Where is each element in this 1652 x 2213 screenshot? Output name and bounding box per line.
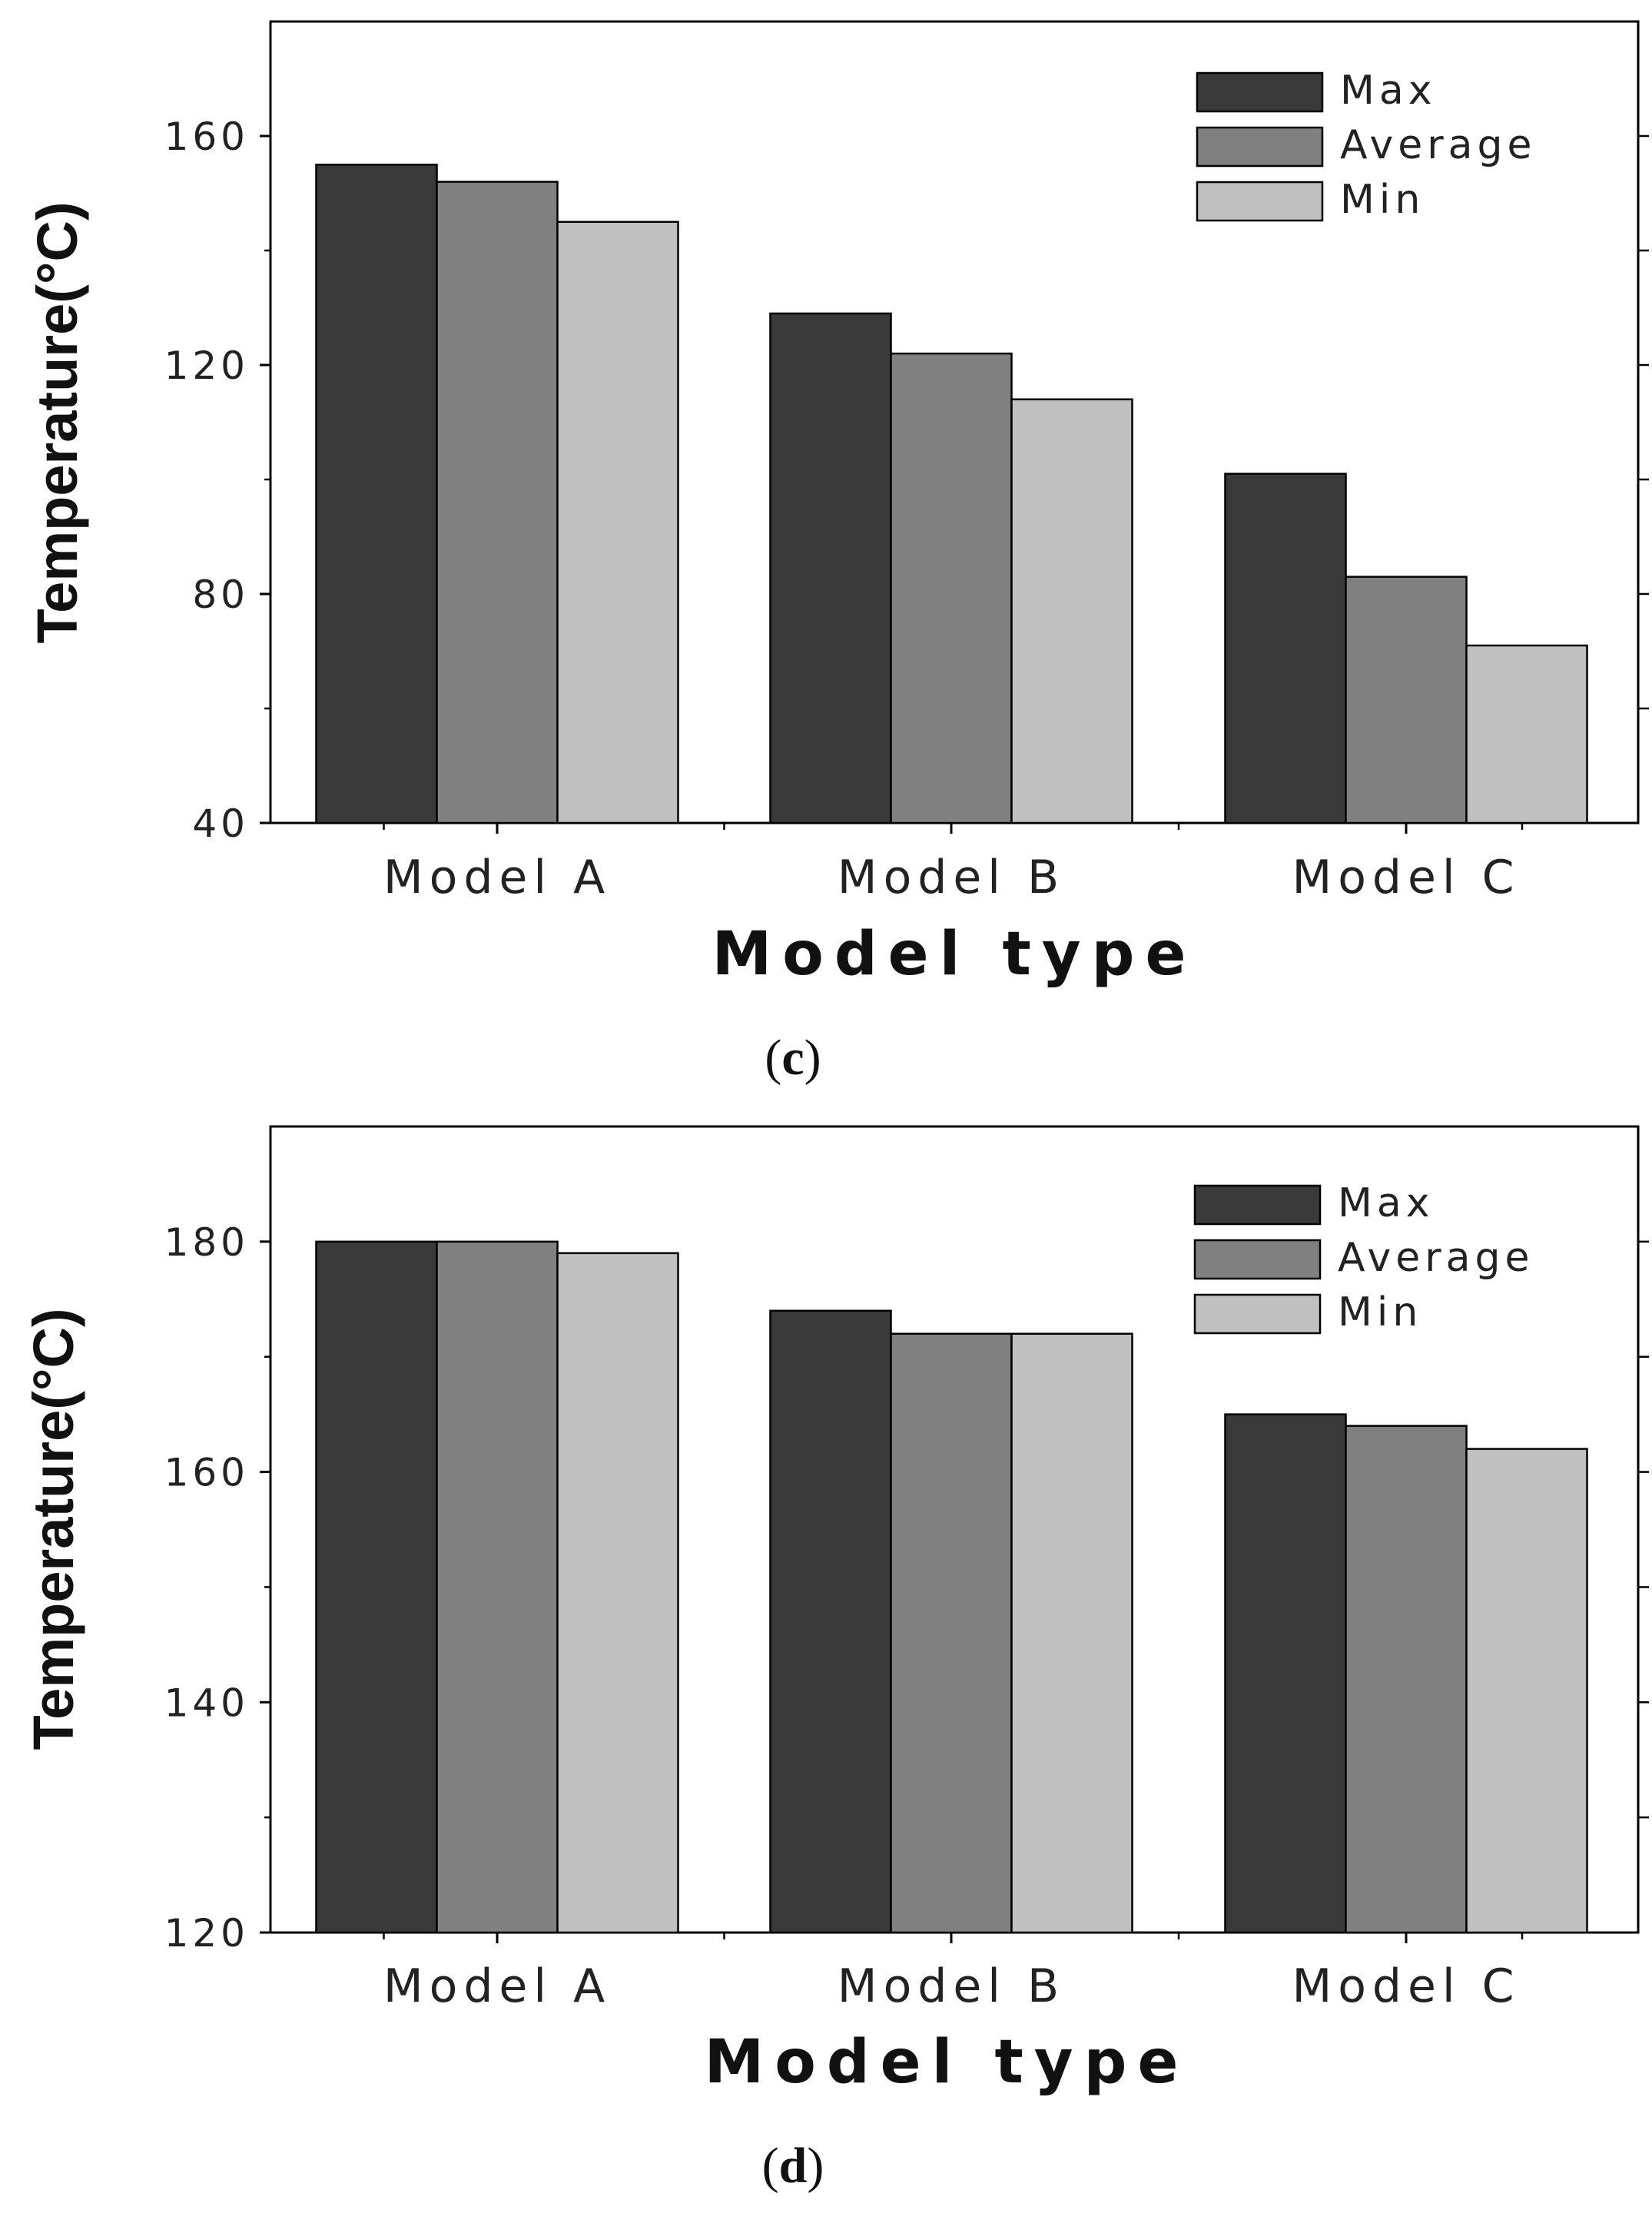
bar-max-model-c xyxy=(1224,473,1347,824)
legend-swatch-max xyxy=(1196,71,1324,113)
legend-swatch-average xyxy=(1193,1239,1322,1280)
bar-group xyxy=(315,1240,1588,1934)
bar-min-model-a xyxy=(556,221,679,824)
bar-average-model-a xyxy=(436,181,559,824)
y-tick-label: 180 xyxy=(164,1220,249,1265)
legend-swatch-min xyxy=(1193,1293,1322,1335)
bar-min-model-b xyxy=(1010,1332,1133,1934)
x-tick-label: Model B xyxy=(838,851,1065,904)
x-tick-label: Model C xyxy=(1292,851,1520,904)
y-axis-ticks: 40 80 120 160 xyxy=(164,114,1649,846)
legend: Max Average Min xyxy=(1193,1180,1534,1335)
legend-label-average: Average xyxy=(1340,122,1537,168)
y-axis-title: Temperature(°C) xyxy=(22,1308,85,1750)
x-tick-label: Model A xyxy=(383,851,611,904)
bar-average-model-a xyxy=(436,1240,559,1934)
bar-max-model-a xyxy=(315,164,438,824)
bar-average-model-c xyxy=(1345,1425,1468,1934)
legend-swatch-min xyxy=(1196,181,1324,222)
legend-label-max: Max xyxy=(1340,68,1437,114)
legend-swatch-max xyxy=(1193,1184,1322,1226)
x-tick-label: Model C xyxy=(1292,1959,1520,2013)
x-axis-categories: Model A Model B Model C xyxy=(383,1933,1524,2013)
x-axis-title: Model type xyxy=(705,2028,1189,2097)
bar-min-model-b xyxy=(1010,398,1133,824)
bar-average-model-c xyxy=(1345,576,1468,824)
y-tick-label: 80 xyxy=(192,572,249,617)
chart-panel-d: 120 140 160 180 Model A Model B Model C Model… xyxy=(22,1125,1649,2194)
bar-max-model-c xyxy=(1224,1413,1347,1934)
legend-label-min: Min xyxy=(1338,1289,1422,1335)
chart-panel-c: 40 80 120 160 Model A Model B Model C Model t… xyxy=(25,20,1649,1086)
panel-caption: (c) xyxy=(765,1030,821,1086)
y-tick-label: 120 xyxy=(164,1911,249,1956)
y-tick-label: 160 xyxy=(164,114,249,159)
y-tick-label: 160 xyxy=(164,1451,249,1495)
y-axis-ticks: 120 140 160 180 xyxy=(164,1220,1649,1956)
bar-min-model-a xyxy=(556,1252,679,1934)
y-tick-label: 40 xyxy=(192,801,249,846)
legend-label-max: Max xyxy=(1338,1180,1435,1226)
bar-max-model-a xyxy=(315,1240,438,1934)
bar-group xyxy=(315,164,1588,824)
bar-min-model-c xyxy=(1465,644,1588,824)
x-tick-label: Model B xyxy=(838,1959,1065,2013)
legend-label-min: Min xyxy=(1340,177,1425,223)
bar-max-model-b xyxy=(769,312,892,824)
legend: Max Average Min xyxy=(1196,68,1537,223)
y-axis-title: Temperature(°C) xyxy=(25,201,89,643)
x-axis-title: Model type xyxy=(712,920,1197,989)
y-tick-label: 140 xyxy=(164,1680,249,1725)
legend-label-average: Average xyxy=(1338,1235,1534,1281)
bar-average-model-b xyxy=(890,352,1013,824)
x-tick-label: Model A xyxy=(383,1959,611,2013)
bar-max-model-b xyxy=(769,1309,892,1934)
x-axis-categories: Model A Model B Model C xyxy=(383,823,1524,904)
bar-average-model-b xyxy=(890,1332,1013,1934)
bar-min-model-c xyxy=(1465,1448,1588,1934)
legend-swatch-average xyxy=(1196,126,1324,168)
y-tick-label: 120 xyxy=(164,343,249,388)
panel-caption: (d) xyxy=(762,2138,824,2194)
